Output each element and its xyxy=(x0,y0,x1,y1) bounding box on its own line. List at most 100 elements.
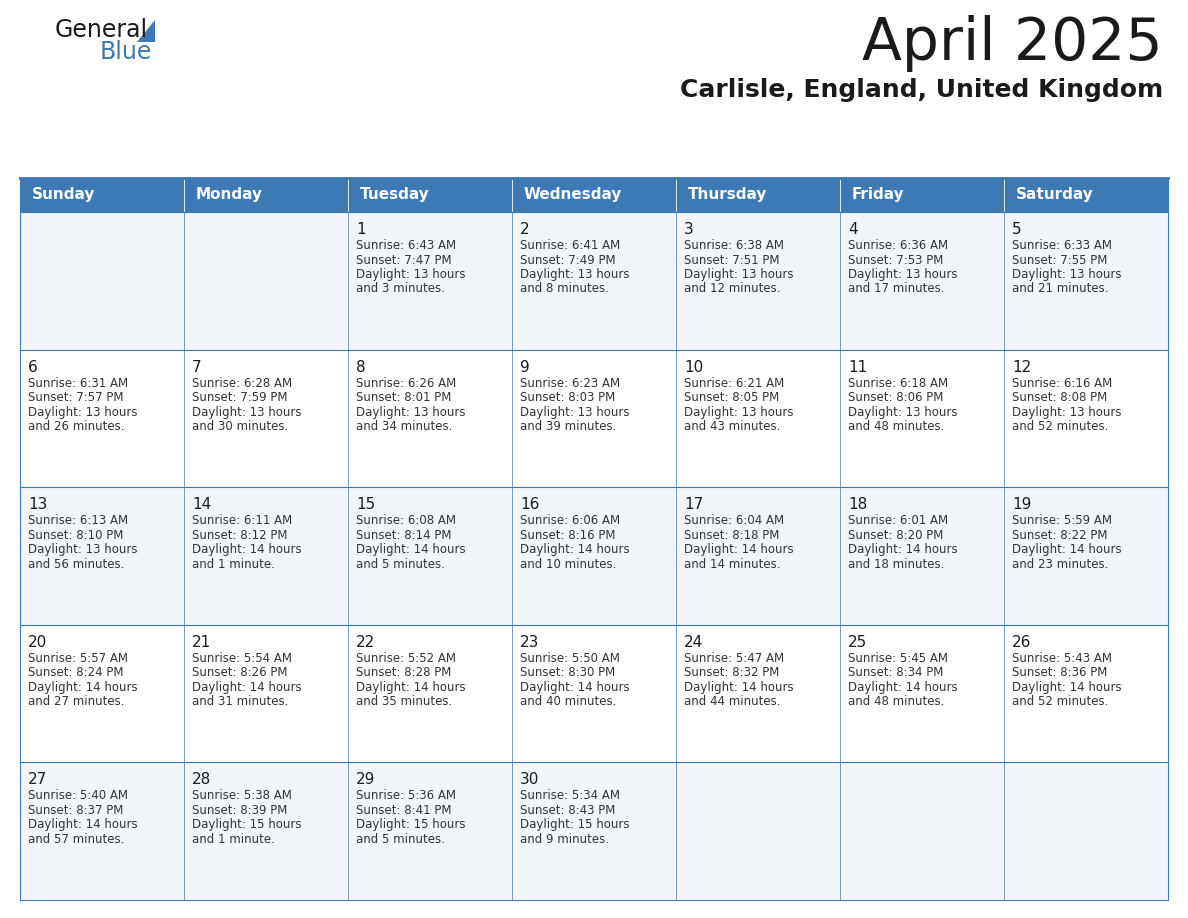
Text: 1: 1 xyxy=(356,222,366,237)
Bar xyxy=(512,487,676,625)
Text: Saturday: Saturday xyxy=(1016,187,1093,203)
Text: Sunrise: 6:06 AM: Sunrise: 6:06 AM xyxy=(520,514,620,527)
Text: Sunset: 8:18 PM: Sunset: 8:18 PM xyxy=(684,529,779,542)
Text: Daylight: 15 hours: Daylight: 15 hours xyxy=(192,819,302,832)
Text: Sunset: 8:30 PM: Sunset: 8:30 PM xyxy=(520,666,615,679)
Text: 26: 26 xyxy=(1012,635,1031,650)
Text: Sunrise: 6:01 AM: Sunrise: 6:01 AM xyxy=(848,514,948,527)
Text: 21: 21 xyxy=(192,635,211,650)
Text: Sunrise: 5:43 AM: Sunrise: 5:43 AM xyxy=(1012,652,1112,665)
Bar xyxy=(1004,350,1168,487)
Polygon shape xyxy=(137,20,154,42)
Text: 12: 12 xyxy=(1012,360,1031,375)
Text: Monday: Monday xyxy=(196,187,263,203)
Text: and 1 minute.: and 1 minute. xyxy=(192,833,274,845)
Bar xyxy=(676,212,840,350)
Text: Sunset: 8:22 PM: Sunset: 8:22 PM xyxy=(1012,529,1107,542)
Bar xyxy=(348,212,512,350)
Bar xyxy=(840,625,1004,763)
Text: Sunset: 8:24 PM: Sunset: 8:24 PM xyxy=(29,666,124,679)
Bar xyxy=(1004,487,1168,625)
Text: Sunrise: 6:36 AM: Sunrise: 6:36 AM xyxy=(848,239,948,252)
Text: Thursday: Thursday xyxy=(688,187,767,203)
Text: Sunrise: 6:28 AM: Sunrise: 6:28 AM xyxy=(192,376,292,389)
Text: and 12 minutes.: and 12 minutes. xyxy=(684,283,781,296)
Text: Friday: Friday xyxy=(852,187,904,203)
Text: Sunset: 8:05 PM: Sunset: 8:05 PM xyxy=(684,391,779,404)
Text: 25: 25 xyxy=(848,635,867,650)
Bar xyxy=(184,487,348,625)
Text: and 3 minutes.: and 3 minutes. xyxy=(356,283,444,296)
Bar xyxy=(184,625,348,763)
Text: Sunset: 8:41 PM: Sunset: 8:41 PM xyxy=(356,804,451,817)
Bar xyxy=(512,350,676,487)
Text: Daylight: 13 hours: Daylight: 13 hours xyxy=(1012,268,1121,281)
Text: 24: 24 xyxy=(684,635,703,650)
Text: Sunday: Sunday xyxy=(31,187,95,203)
Bar xyxy=(1004,212,1168,350)
Text: 6: 6 xyxy=(29,360,38,375)
Bar xyxy=(840,350,1004,487)
Text: and 26 minutes.: and 26 minutes. xyxy=(29,420,125,433)
Text: 17: 17 xyxy=(684,498,703,512)
Text: and 57 minutes.: and 57 minutes. xyxy=(29,833,125,845)
Text: Sunset: 8:10 PM: Sunset: 8:10 PM xyxy=(29,529,124,542)
Text: Sunset: 8:37 PM: Sunset: 8:37 PM xyxy=(29,804,124,817)
Bar xyxy=(840,178,1004,212)
Text: Sunrise: 5:57 AM: Sunrise: 5:57 AM xyxy=(29,652,128,665)
Text: Daylight: 14 hours: Daylight: 14 hours xyxy=(1012,681,1121,694)
Bar xyxy=(676,625,840,763)
Text: 23: 23 xyxy=(520,635,539,650)
Text: Daylight: 13 hours: Daylight: 13 hours xyxy=(29,406,138,419)
Text: Sunrise: 6:21 AM: Sunrise: 6:21 AM xyxy=(684,376,784,389)
Text: and 39 minutes.: and 39 minutes. xyxy=(520,420,617,433)
Text: Daylight: 14 hours: Daylight: 14 hours xyxy=(356,681,466,694)
Text: Sunset: 8:06 PM: Sunset: 8:06 PM xyxy=(848,391,943,404)
Text: 9: 9 xyxy=(520,360,530,375)
Bar xyxy=(512,763,676,900)
Text: 28: 28 xyxy=(192,772,211,788)
Text: Daylight: 13 hours: Daylight: 13 hours xyxy=(29,543,138,556)
Text: Sunrise: 5:34 AM: Sunrise: 5:34 AM xyxy=(520,789,620,802)
Bar xyxy=(20,178,184,212)
Text: Daylight: 14 hours: Daylight: 14 hours xyxy=(1012,543,1121,556)
Text: Daylight: 13 hours: Daylight: 13 hours xyxy=(192,406,302,419)
Text: and 44 minutes.: and 44 minutes. xyxy=(684,695,781,709)
Text: and 48 minutes.: and 48 minutes. xyxy=(848,695,944,709)
Text: 16: 16 xyxy=(520,498,539,512)
Text: General: General xyxy=(55,18,148,42)
Text: Daylight: 14 hours: Daylight: 14 hours xyxy=(192,681,302,694)
Text: 7: 7 xyxy=(192,360,202,375)
Text: and 17 minutes.: and 17 minutes. xyxy=(848,283,944,296)
Text: and 34 minutes.: and 34 minutes. xyxy=(356,420,453,433)
Bar xyxy=(184,178,348,212)
Text: and 52 minutes.: and 52 minutes. xyxy=(1012,420,1108,433)
Text: Sunset: 8:20 PM: Sunset: 8:20 PM xyxy=(848,529,943,542)
Text: 4: 4 xyxy=(848,222,858,237)
Text: Sunrise: 6:26 AM: Sunrise: 6:26 AM xyxy=(356,376,456,389)
Text: Sunset: 8:28 PM: Sunset: 8:28 PM xyxy=(356,666,451,679)
Text: Sunrise: 6:11 AM: Sunrise: 6:11 AM xyxy=(192,514,292,527)
Text: Daylight: 13 hours: Daylight: 13 hours xyxy=(684,406,794,419)
Text: and 43 minutes.: and 43 minutes. xyxy=(684,420,781,433)
Text: and 30 minutes.: and 30 minutes. xyxy=(192,420,289,433)
Bar xyxy=(348,178,512,212)
Text: Sunset: 8:08 PM: Sunset: 8:08 PM xyxy=(1012,391,1107,404)
Text: Daylight: 14 hours: Daylight: 14 hours xyxy=(520,681,630,694)
Text: Daylight: 13 hours: Daylight: 13 hours xyxy=(1012,406,1121,419)
Text: and 31 minutes.: and 31 minutes. xyxy=(192,695,289,709)
Text: Sunset: 8:36 PM: Sunset: 8:36 PM xyxy=(1012,666,1107,679)
Bar xyxy=(512,625,676,763)
Text: 13: 13 xyxy=(29,498,48,512)
Text: 5: 5 xyxy=(1012,222,1022,237)
Text: and 8 minutes.: and 8 minutes. xyxy=(520,283,609,296)
Text: Daylight: 14 hours: Daylight: 14 hours xyxy=(848,543,958,556)
Text: Daylight: 15 hours: Daylight: 15 hours xyxy=(520,819,630,832)
Text: Sunrise: 6:16 AM: Sunrise: 6:16 AM xyxy=(1012,376,1112,389)
Text: and 14 minutes.: and 14 minutes. xyxy=(684,558,781,571)
Text: 3: 3 xyxy=(684,222,694,237)
Text: Daylight: 13 hours: Daylight: 13 hours xyxy=(356,268,466,281)
Bar xyxy=(512,212,676,350)
Text: Sunrise: 6:43 AM: Sunrise: 6:43 AM xyxy=(356,239,456,252)
Text: Sunrise: 5:38 AM: Sunrise: 5:38 AM xyxy=(192,789,292,802)
